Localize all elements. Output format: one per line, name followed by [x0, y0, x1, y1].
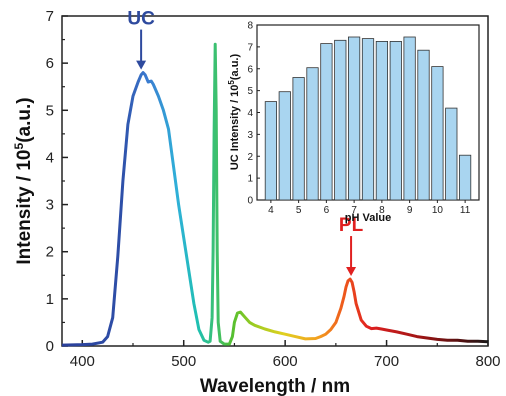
spectrum-series-line: [61, 42, 489, 347]
inset-bar: [458, 154, 472, 201]
inset-x-tick-label: 8: [379, 205, 385, 216]
peak-label-pl: PL: [339, 215, 364, 236]
inset-bar: [389, 41, 402, 201]
y-axis-title: Intensity / 105(a.u.): [12, 97, 35, 264]
inset-bar: [375, 41, 389, 201]
inset-bar: [306, 67, 319, 201]
inset-y-tick-label: 3: [247, 130, 253, 141]
x-tick-label: 700: [374, 353, 399, 370]
inset-bar: [417, 49, 430, 201]
inset-x-tick-label: 11: [460, 205, 471, 216]
inset-y-tick-label: 8: [247, 21, 253, 32]
inset-tick-labels: 4 5 6 7 8 9 10 11 0 1 2 3 4 5 6 7 8: [247, 21, 470, 217]
x-tick-label: 400: [70, 353, 95, 370]
peak-annotations: UC PL: [127, 9, 364, 277]
inset-bar: [292, 77, 305, 201]
inset-x-tick-label: 6: [324, 205, 330, 216]
inset-x-tick-label: 10: [432, 205, 444, 216]
inset-y-tick-label: 7: [247, 42, 253, 53]
y-tick-label: 6: [46, 55, 54, 72]
inset-y-tick-label: 5: [247, 86, 253, 97]
inset-y-tick-label: 1: [247, 174, 253, 185]
inset-x-tick-label: 5: [296, 205, 302, 216]
inset-bar: [445, 107, 458, 201]
inset-bar: [431, 66, 444, 201]
y-tick-label: 1: [46, 291, 54, 308]
y-tick-label: 4: [46, 149, 54, 166]
inset-y-tick-label: 6: [247, 64, 253, 75]
inset-axis-ticks: [257, 24, 466, 203]
inset-bar: [264, 101, 278, 201]
x-tick-label: 500: [171, 353, 196, 370]
inset-bar: [361, 38, 375, 201]
inset-bar: [334, 39, 347, 201]
inset-y-tick-label: 4: [247, 108, 253, 119]
y-tick-label: 2: [46, 244, 54, 261]
inset-x-tick-label: 7: [351, 205, 357, 216]
y-tick-label: 7: [46, 8, 54, 25]
x-tick-label: 800: [475, 353, 500, 370]
x-axis-title: Wavelength / nm: [200, 376, 350, 396]
inset-y-axis-title: UC Intensity / 105(a.u.): [227, 54, 241, 171]
inset-bar: [278, 91, 291, 201]
inset-bars: [264, 36, 472, 201]
y-tick-label: 3: [46, 197, 54, 214]
y-tick-label: 0: [46, 338, 54, 355]
inset-bar: [347, 36, 361, 201]
inset-x-tick-label: 9: [407, 205, 413, 216]
inset-x-tick-label: 4: [268, 205, 274, 216]
peak-label-uc: UC: [127, 9, 155, 30]
inset-x-axis-title: pH Value: [345, 212, 391, 224]
y-tick-label: 5: [46, 102, 54, 119]
peak-arrow-head: [346, 267, 357, 277]
inset-y-tick-label: 2: [247, 152, 253, 163]
main-tick-labels: 400 500 600 700 800 0 1 2 3 4 5 6 7: [46, 8, 501, 370]
inset-bar: [403, 36, 416, 201]
inset-bar: [320, 43, 333, 201]
inset-y-tick-label: 0: [247, 196, 253, 207]
x-tick-label: 600: [273, 353, 298, 370]
peak-arrow-head: [136, 60, 147, 70]
